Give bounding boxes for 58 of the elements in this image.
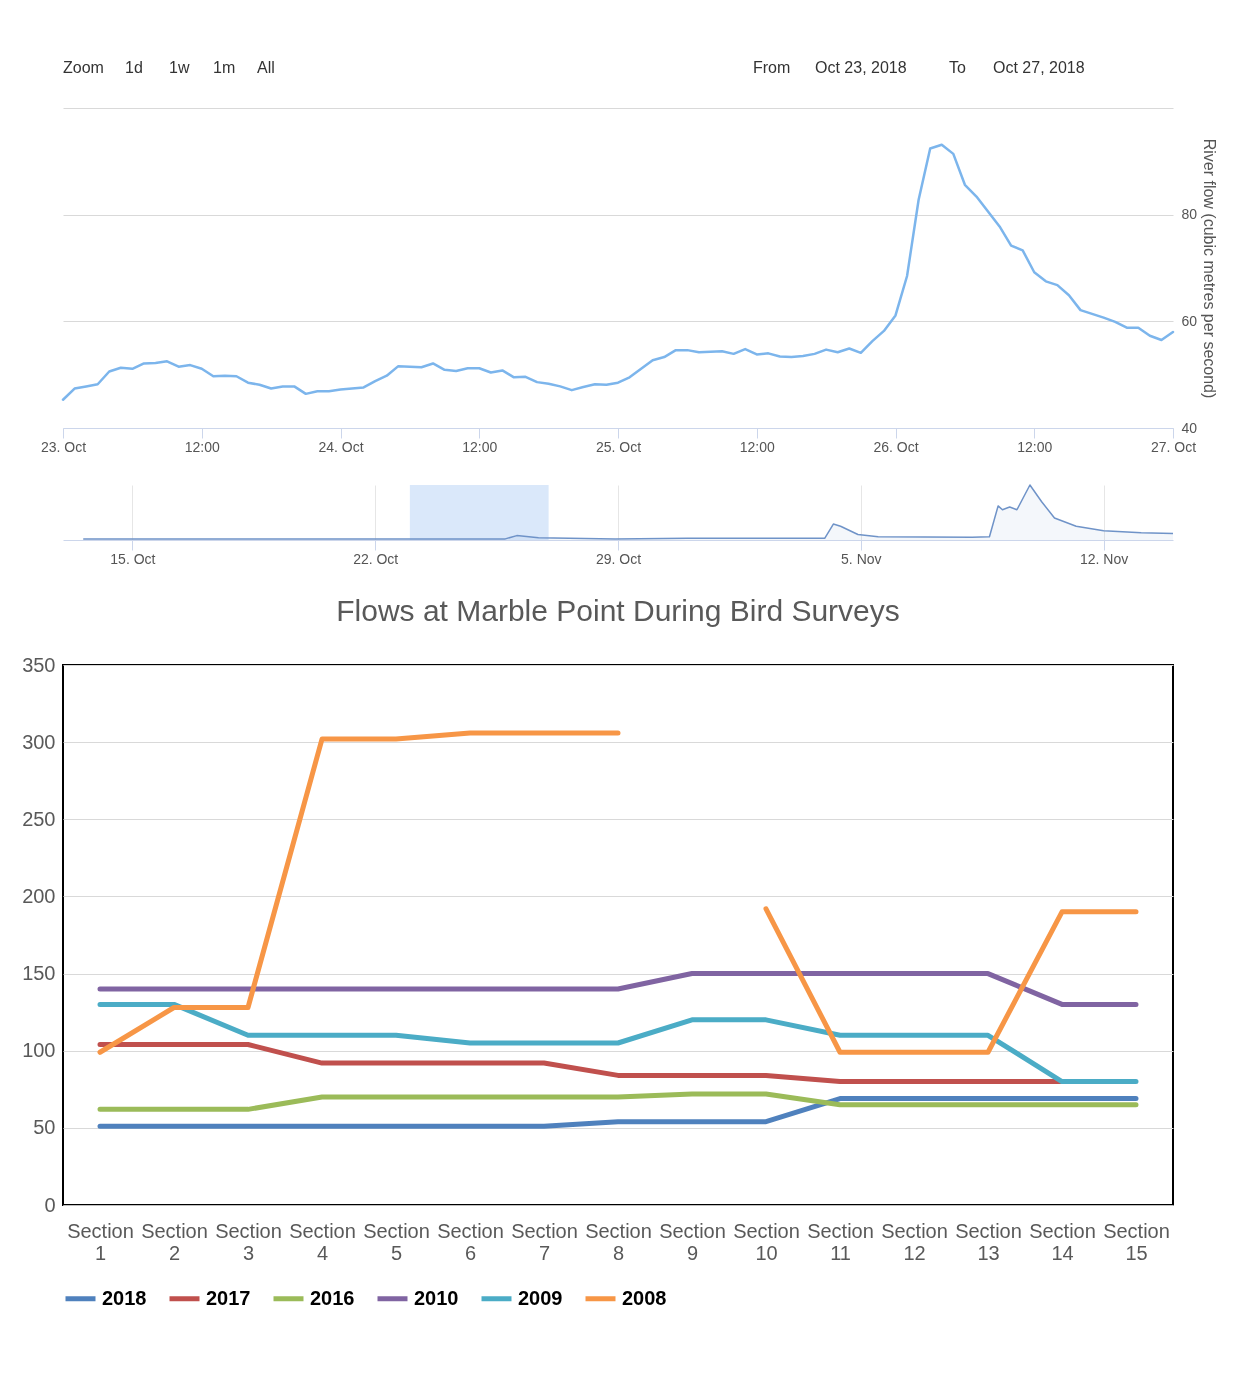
x-tick-label: 12:00 [184,438,220,455]
x-tick-label: Section 8 [585,1219,652,1264]
text: 1d [125,59,143,76]
text: Zoom [63,59,104,76]
x-tick-label: 12:00 [462,438,498,455]
x-tick-label: Section 12 [881,1219,948,1264]
x-tick-label: 23. Oct [40,438,87,455]
line-series [61,143,1175,401]
x-tick-label: 24. Oct [318,438,364,455]
x-tick-label: Section 1 [67,1219,134,1264]
legend-label: 2009 [518,1286,563,1309]
y-tick-label: 50 [33,1116,56,1139]
x-tick-label: Section 10 [733,1219,800,1264]
x-tick-label: 12:00 [739,438,775,455]
y-tick-label: 0 [44,1193,56,1216]
y-axis-title: River flow (cubic metres per second) [1201,138,1219,399]
x-tick-label: Section 2 [141,1219,208,1264]
text: To [949,59,966,76]
legend-label: 2017 [206,1286,251,1309]
text: 1m [213,59,236,76]
y-tick-label: 150 [22,962,56,985]
x-tick-label: Section 5 [363,1219,430,1264]
y-tick-label: 350 [22,653,56,676]
x-tick-label: Section 14 [1029,1219,1096,1264]
text: All [257,59,275,76]
x-tick-label: 29. Oct [595,550,642,567]
x-tick-label: Section 6 [437,1219,504,1264]
y-tick-label: 40 [1181,419,1198,436]
y-tick-label: 250 [22,807,56,830]
x-tick-label: Section 15 [1103,1219,1170,1264]
legend-label: 2018 [102,1286,147,1309]
x-tick-label: 27. Oct [1150,438,1197,455]
text: From [753,59,791,76]
x-tick-label: 26. Oct [873,438,919,455]
x-tick-label: 15. Oct [110,550,156,567]
y-tick-label: 60 [1181,312,1198,329]
chart-title: Flows at Marble Point During Bird Surveys [336,594,900,627]
x-tick-label: Section 11 [807,1219,874,1264]
y-tick-label: 80 [1181,206,1198,223]
text: Oct 23, 2018 [815,59,907,76]
y-tick-label: 100 [22,1039,56,1062]
x-tick-label: Section 3 [215,1219,282,1264]
x-tick-label: Section 4 [289,1219,356,1264]
x-tick-label: Section 9 [659,1219,726,1264]
y-tick-label: 300 [22,730,56,753]
text: 1w [169,59,190,76]
x-tick-label: 12:00 [1017,438,1053,455]
y-tick-label: 200 [22,884,56,907]
text: Oct 27, 2018 [993,59,1085,76]
x-tick-label: Section 13 [955,1219,1022,1264]
legend-label: 2010 [414,1286,459,1309]
x-tick-label: 5. Nov [841,550,882,567]
x-tick-label: 22. Oct [353,550,399,567]
legend-label: 2016 [310,1286,355,1309]
x-tick-label: 12. Nov [1080,550,1129,567]
x-tick-label: Section 7 [511,1219,578,1264]
legend-label: 2008 [622,1286,667,1309]
x-tick-label: 25. Oct [595,438,642,455]
